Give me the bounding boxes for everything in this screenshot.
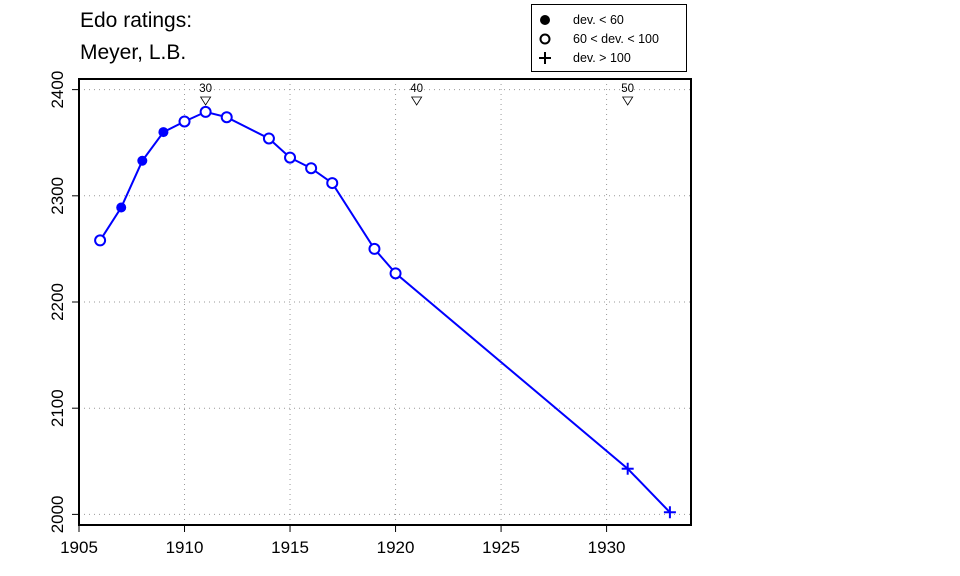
rating-series-line: [99, 110, 671, 513]
data-point-plus: [663, 506, 676, 519]
y-axis: 2000 2100 2200 2300 2400: [48, 71, 79, 533]
age-marker-label: 50: [621, 83, 634, 95]
data-point-filled: [116, 202, 127, 213]
y-tick-label: 2400: [48, 71, 67, 109]
data-point-open: [326, 177, 339, 190]
data-point-open: [305, 162, 318, 175]
data-point-open: [94, 234, 107, 247]
data-point-filled: [158, 127, 169, 138]
age-marker-triangle: [410, 96, 423, 106]
age-marker-label: 30: [199, 83, 212, 95]
x-tick-label: 1920: [377, 538, 415, 557]
open-circle-icon: [539, 33, 551, 45]
y-tick-label: 2300: [48, 177, 67, 215]
data-point-open: [199, 105, 212, 118]
data-point-filled: [137, 155, 148, 166]
data-point-open: [178, 115, 191, 128]
data-point-open: [284, 151, 297, 164]
age-marker-label: 40: [410, 83, 423, 95]
y-tick-label: 2200: [48, 283, 67, 321]
age-markers: 30 40 50: [199, 83, 634, 106]
plus-icon: [539, 52, 551, 64]
grid-lines: [79, 79, 691, 525]
x-tick-label: 1915: [271, 538, 309, 557]
x-tick-label: 1905: [60, 538, 98, 557]
age-marker-triangle: [199, 96, 212, 106]
y-tick-label: 2100: [48, 389, 67, 427]
legend-label: dev. > 100: [573, 51, 631, 65]
x-tick-label: 1930: [588, 538, 626, 557]
chart-title-line-1: Edo ratings:: [80, 9, 193, 32]
legend-label: 60 < dev. < 100: [573, 32, 659, 46]
filled-circle-icon: [540, 15, 550, 25]
data-point-plus: [621, 462, 634, 475]
data-point-open: [262, 132, 275, 145]
data-point-open: [220, 111, 233, 124]
y-tick-label: 2000: [48, 495, 67, 533]
rating-points: [94, 105, 676, 519]
age-marker-triangle: [621, 96, 634, 106]
x-axis: 1905 1910 1915 1920 1925 1930: [60, 525, 626, 557]
legend-label: dev. < 60: [573, 13, 624, 27]
legend: dev. < 60 60 < dev. < 100 dev. > 100: [531, 4, 687, 72]
legend-entry-mid-dev: 60 < dev. < 100: [532, 30, 686, 48]
x-tick-label: 1910: [166, 538, 204, 557]
chart-title-line-2: Meyer, L.B.: [80, 41, 187, 64]
x-tick-label: 1925: [482, 538, 520, 557]
legend-entry-low-dev: dev. < 60: [532, 11, 686, 29]
data-point-open: [368, 242, 381, 255]
legend-entry-high-dev: dev. > 100: [532, 49, 686, 67]
data-point-open: [389, 267, 402, 280]
